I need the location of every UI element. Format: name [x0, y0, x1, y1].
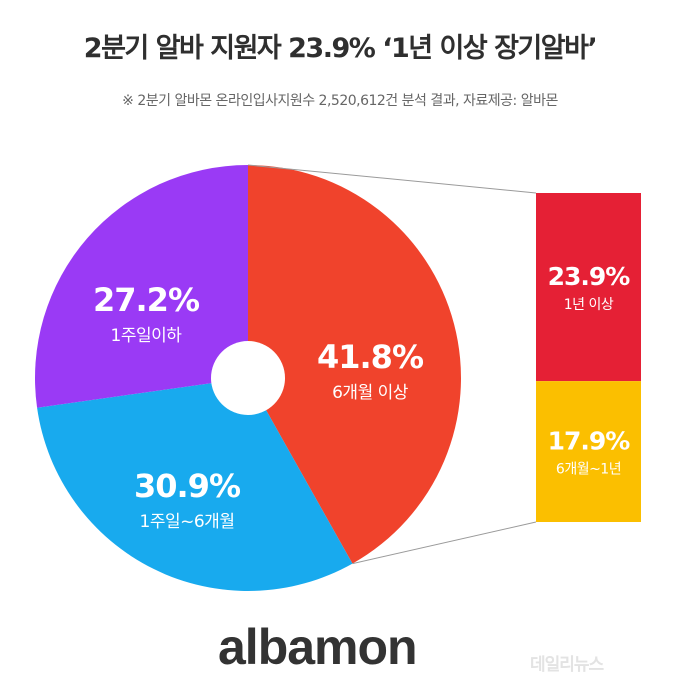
breakdown-value-label-1: 17.9% — [548, 427, 631, 456]
slice-value-label-2: 27.2% — [93, 281, 200, 319]
breakdown-bar-segment-0 — [536, 193, 641, 382]
breakdown-category-label-1: 6개월~1년 — [556, 462, 621, 478]
watermark: 데일리뉴스 — [530, 655, 604, 675]
breakdown-category-label-0: 1년 이상 — [564, 297, 614, 313]
slice-value-label-1: 30.9% — [134, 467, 241, 505]
slice-category-label-0: 6개월 이상 — [332, 383, 409, 403]
chart-title: 2분기 알바 지원자 23.9% ‘1년 이상 장기알바’ — [83, 33, 598, 64]
slice-value-label-0: 41.8% — [317, 338, 424, 376]
connector-line-top — [247, 164, 537, 194]
pie-slice-0 — [248, 165, 461, 564]
pie-slice-1 — [37, 378, 353, 591]
pie-slice-2 — [34, 165, 248, 408]
logo-text: albamon — [218, 619, 418, 675]
slice-category-label-1: 1주일~6개월 — [140, 512, 235, 532]
connector-line-bottom — [352, 521, 537, 565]
slice-category-label-2: 1주일이하 — [111, 326, 183, 346]
albamon-logo: albamon — [218, 618, 418, 676]
pie-center-hole — [211, 341, 285, 415]
breakdown-value-label-0: 23.9% — [548, 262, 631, 291]
breakdown-bar-segment-1 — [536, 381, 641, 522]
chart-subtitle: ※ 2분기 알바몬 온라인입사지원수 2,520,612건 분석 결과, 자료제… — [122, 93, 558, 109]
